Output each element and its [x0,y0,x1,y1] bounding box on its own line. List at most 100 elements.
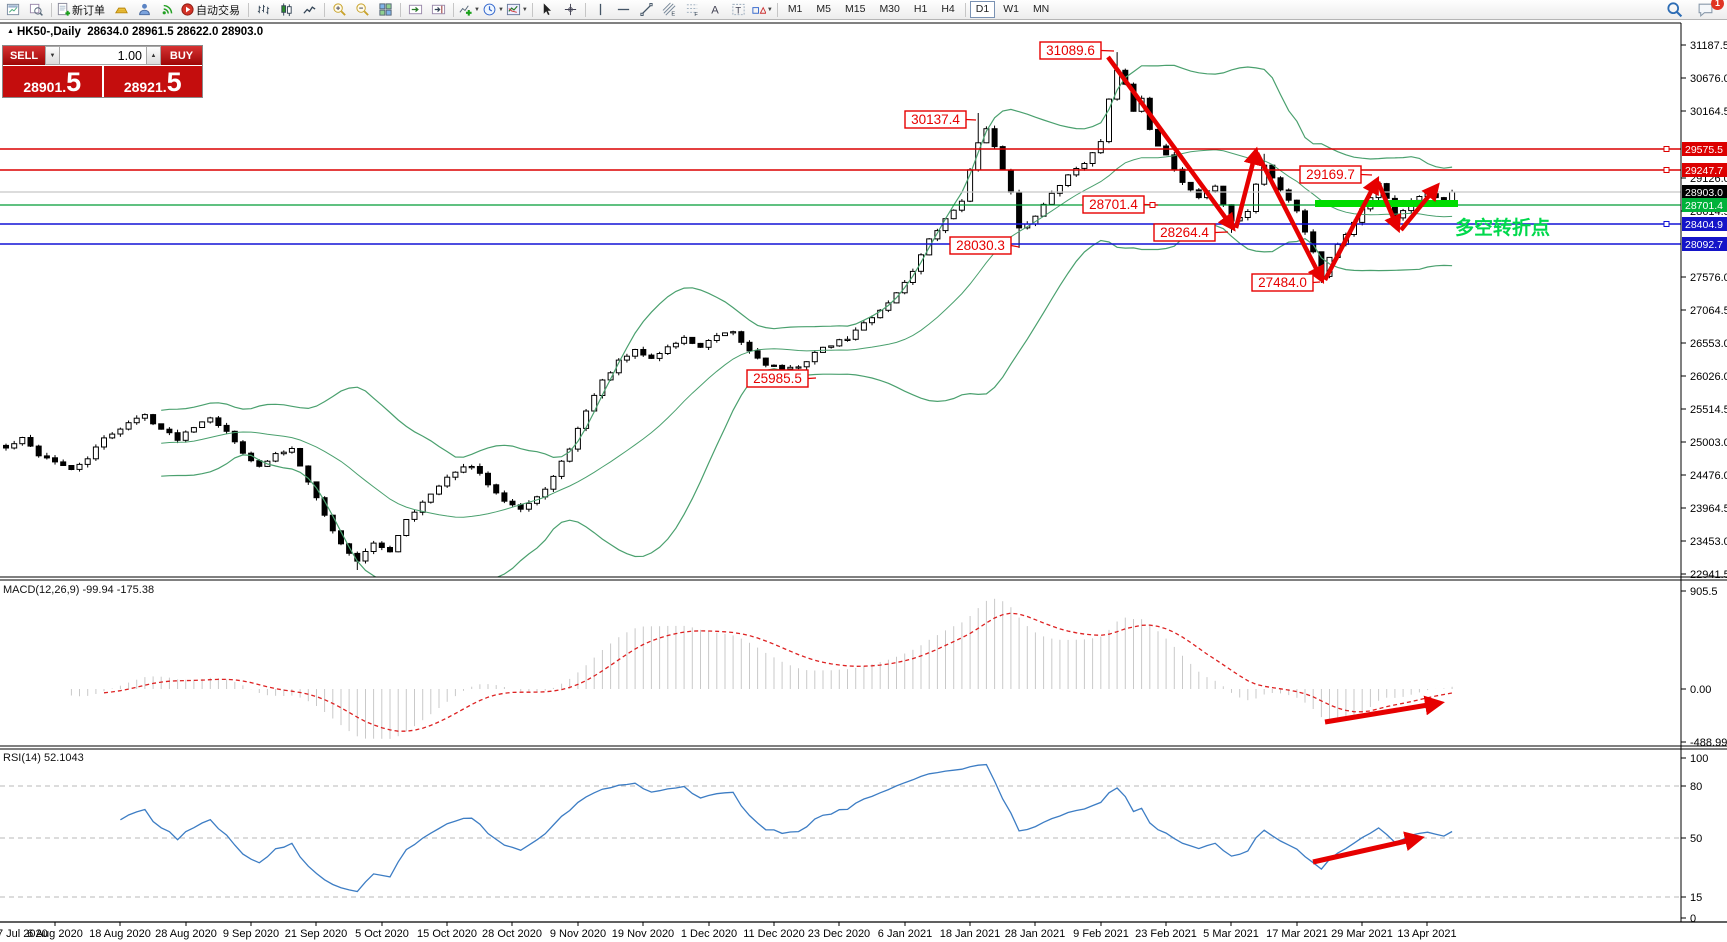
svg-text:23 Dec 2020: 23 Dec 2020 [808,928,870,940]
new-chart-button[interactable] [2,1,25,19]
trade-panel-prices: 28901. 5 28921. 5 [3,65,202,97]
fibo-retracement-button[interactable]: F [681,1,704,19]
cursor-icon [543,3,551,16]
sell-button[interactable]: SELL [3,46,45,65]
tf-button-D1[interactable]: D1 [969,1,996,18]
zoom-in-button[interactable] [328,1,351,19]
tf-button-M1[interactable]: M1 [787,3,803,15]
svg-text:27484.0: 27484.0 [1258,275,1307,290]
svg-text:7 Jul 2020: 7 Jul 2020 [0,928,48,940]
macd-name: MACD(12,26,9) [3,584,80,596]
profiles-button[interactable] [25,1,48,19]
bollinger-bands-layer [161,64,1453,577]
svg-text:28701.4: 28701.4 [1685,200,1723,212]
horizontal-line-button[interactable] [612,1,635,19]
svg-text:25514.5: 25514.5 [1690,404,1727,416]
trendline-button[interactable] [635,1,658,19]
volume-increase-button[interactable]: ▲ [146,46,161,65]
period-button[interactable]: ▼ [481,1,505,19]
text-button[interactable]: A [704,1,727,19]
rsi-layer [0,763,1681,898]
sell-price-big: 5 [66,67,82,98]
rsi-label: RSI(14) 52.1043 [3,752,84,764]
chevron-down-icon: ▼ [497,6,504,13]
svg-text:15 Oct 2020: 15 Oct 2020 [417,928,477,940]
tf-button-M15[interactable]: M15 [845,3,866,15]
toolbar-separator [324,2,325,17]
deposit-button[interactable] [110,1,133,19]
notifications-button[interactable]: 1 [1694,0,1724,19]
tf-button-M30[interactable]: M30 [879,3,900,15]
turning-point-text: 多空转折点 [1455,216,1550,239]
new-order-button[interactable]: 新订单 [55,1,110,19]
svg-text:28903.0: 28903.0 [1685,187,1723,199]
svg-text:23 Feb 2021: 23 Feb 2021 [1135,928,1197,940]
svg-text:100: 100 [1690,753,1708,765]
vertical-line-button[interactable] [589,1,612,19]
svg-text:31187.5: 31187.5 [1690,40,1727,52]
zoom-out-button[interactable] [351,1,374,19]
add-indicator-button[interactable]: ▼ [457,1,481,19]
gold-icon [115,7,128,14]
svg-text:30137.4: 30137.4 [911,112,960,127]
vertical-line-icon [599,3,602,16]
template-button[interactable]: ▼ [505,1,529,19]
spin-down-icon: ▼ [49,52,56,59]
svg-text:25003.0: 25003.0 [1690,437,1727,449]
signals-button[interactable] [156,1,179,19]
tile-windows-button[interactable] [374,1,397,19]
volume-input[interactable]: 1.00 [60,46,146,65]
chart-window[interactable]: 多空转折点 31089.6 30137.4 29169.7 28701.4 28264.4… [0,21,1727,942]
line-chart-button[interactable] [298,1,321,19]
svg-text:6 Aug 2020: 6 Aug 2020 [27,928,83,940]
autotrade-button[interactable]: 自动交易 [179,1,245,19]
community-button[interactable] [133,1,156,19]
trend-zigzag-layer: 多空转折点 [1106,55,1550,285]
svg-text:15: 15 [1690,892,1702,904]
svg-text:29247.7: 29247.7 [1685,165,1723,177]
profiles-icon [29,3,43,16]
svg-text:13 Apr 2021: 13 Apr 2021 [1397,928,1456,940]
tf-button-MN[interactable]: MN [1032,3,1050,15]
right-axis: 31187.530676.030164.529126.028614.527576… [1681,23,1727,925]
candle-chart-button[interactable] [275,1,298,19]
svg-text:30676.0: 30676.0 [1690,73,1727,85]
shapes-icon [752,6,766,14]
toolbar-separator [453,2,454,17]
svg-text:18 Jan 2021: 18 Jan 2021 [940,928,1001,940]
new-order-label: 新订单 [72,4,105,17]
svg-text:27064.5: 27064.5 [1690,305,1727,317]
volume-decrease-button[interactable]: ▼ [45,46,60,65]
tf-button-M5[interactable]: M5 [816,3,831,15]
rsi-name: RSI(14) [3,752,41,764]
tf-button-H1[interactable]: H1 [913,3,928,15]
search-button[interactable] [1663,1,1686,19]
svg-text:5 Oct 2020: 5 Oct 2020 [355,928,409,940]
svg-text:23453.0: 23453.0 [1690,536,1727,548]
fibo-expansion-button[interactable]: E [658,1,681,19]
zoom-out-icon [356,3,369,16]
svg-text:29575.5: 29575.5 [1685,144,1723,156]
macd-layer [70,598,1453,739]
chart-shift-button[interactable] [427,1,450,19]
pane-borders [0,22,1727,923]
shapes-button[interactable]: ▼ [750,1,774,19]
cursor-button[interactable] [536,1,559,19]
tf-button-H4[interactable]: H4 [941,3,955,15]
candle-chart-icon [281,3,292,17]
price-chart-canvas[interactable]: 多空转折点 31089.6 30137.4 29169.7 28701.4 28264.4… [0,21,1727,942]
bar-chart-button[interactable] [252,1,275,19]
auto-scroll-button[interactable] [404,1,427,19]
symbol-header: ▲ HK50-,Daily 28634.0 28961.5 28622.0 289… [7,26,263,38]
svg-text:0.00: 0.00 [1690,684,1711,696]
toolbar-separator [584,2,586,17]
label-button[interactable]: T [727,1,750,19]
crosshair-button[interactable] [559,1,582,19]
buy-button[interactable]: BUY [161,46,202,65]
tf-button-W1[interactable]: W1 [1003,3,1019,15]
horizontal-line-icon [617,8,629,11]
svg-text:80: 80 [1690,781,1702,793]
svg-text:F: F [694,12,698,17]
trader-icon [139,3,150,16]
